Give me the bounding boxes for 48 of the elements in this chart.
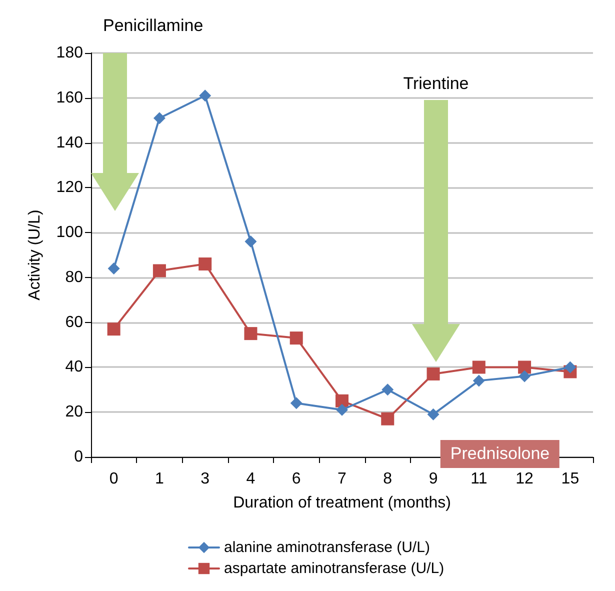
y-tick-label: 140 (56, 134, 84, 152)
y-tick-label: 160 (56, 89, 84, 106)
x-tick-label: 15 (561, 470, 580, 488)
point (290, 397, 302, 410)
y-tick-label: 120 (56, 179, 84, 196)
x-tick-label: 9 (428, 470, 438, 488)
y-tick-label: 60 (65, 314, 84, 331)
x-tick-label: 3 (200, 470, 210, 488)
point (290, 332, 303, 345)
text: Penicillamine (103, 16, 204, 36)
point (426, 367, 440, 380)
point (336, 404, 348, 416)
y-tick-label: 0 (74, 448, 84, 466)
annotation: Prednisolone (440, 440, 560, 468)
annotation: Trientine (403, 74, 469, 94)
point (198, 257, 212, 270)
point (153, 112, 166, 124)
x-tick-label: 0 (109, 470, 118, 488)
y-tick-label: 100 (56, 224, 84, 242)
point (108, 262, 120, 274)
point (381, 412, 394, 426)
point (244, 327, 258, 340)
y-tick-label: 80 (65, 268, 84, 286)
point (152, 264, 166, 278)
x-tick-label: 1 (155, 470, 164, 488)
x-tick-label: 6 (292, 470, 301, 488)
point (518, 360, 532, 374)
x-axis-title: Duration of treatment (months) (233, 494, 451, 512)
point (564, 361, 576, 374)
point (382, 384, 394, 396)
y-tick-label: 180 (56, 44, 84, 62)
legend-label: aspartate aminotransferase (U/L) (224, 560, 444, 577)
point (199, 90, 212, 102)
point (244, 236, 257, 248)
x-tick-label: 8 (383, 470, 392, 488)
point (472, 374, 485, 387)
point (518, 370, 531, 382)
x-tick-label: 11 (470, 470, 488, 488)
x-tick-label: 12 (516, 470, 534, 488)
point (472, 360, 486, 374)
legend-label: alanine aminotransferase (U/L) (224, 539, 430, 556)
x-tick-label: 7 (338, 470, 347, 488)
y-tick-label: 40 (65, 358, 84, 376)
point (427, 408, 440, 420)
y-tick-label: 20 (65, 404, 84, 421)
y-axis-title: Activity (U/L) (26, 210, 44, 300)
x-tick-label: 4 (246, 470, 256, 488)
point (107, 322, 120, 336)
